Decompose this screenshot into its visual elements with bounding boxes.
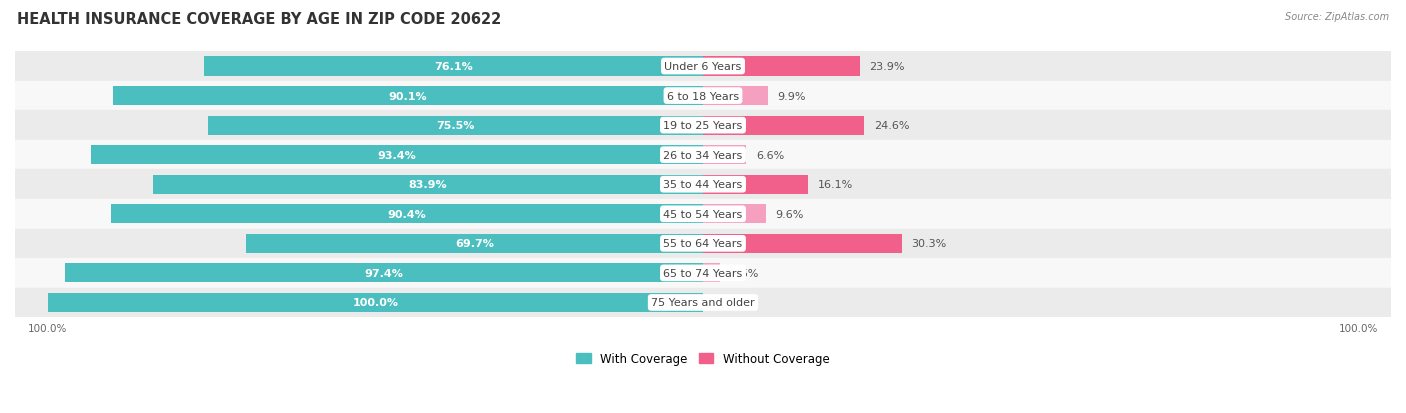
Text: 83.9%: 83.9% — [409, 180, 447, 190]
Bar — [703, 234, 901, 253]
Bar — [204, 57, 703, 76]
Bar — [703, 175, 808, 195]
Text: 23.9%: 23.9% — [869, 62, 905, 72]
Bar — [65, 263, 703, 283]
Text: 97.4%: 97.4% — [364, 268, 404, 278]
Text: 90.1%: 90.1% — [388, 91, 427, 101]
Text: 65 to 74 Years: 65 to 74 Years — [664, 268, 742, 278]
Bar — [703, 87, 768, 106]
Bar — [48, 293, 703, 312]
Bar — [15, 288, 1391, 318]
Bar — [208, 116, 703, 135]
Bar — [91, 146, 703, 165]
Text: 69.7%: 69.7% — [456, 239, 494, 249]
Bar — [703, 57, 859, 76]
Bar — [15, 82, 1391, 111]
Text: 26 to 34 Years: 26 to 34 Years — [664, 150, 742, 160]
Text: 30.3%: 30.3% — [911, 239, 946, 249]
Bar — [15, 229, 1391, 259]
Text: 90.4%: 90.4% — [388, 209, 426, 219]
Bar — [15, 199, 1391, 229]
Bar — [703, 205, 766, 224]
Text: 9.6%: 9.6% — [776, 209, 804, 219]
Bar — [153, 175, 703, 195]
Text: 6.6%: 6.6% — [756, 150, 785, 160]
Text: 75.5%: 75.5% — [436, 121, 475, 131]
Text: Under 6 Years: Under 6 Years — [665, 62, 741, 72]
Text: 75 Years and older: 75 Years and older — [651, 298, 755, 308]
Text: 19 to 25 Years: 19 to 25 Years — [664, 121, 742, 131]
Text: 55 to 64 Years: 55 to 64 Years — [664, 239, 742, 249]
Text: 76.1%: 76.1% — [434, 62, 472, 72]
Bar — [15, 170, 1391, 199]
Text: 45 to 54 Years: 45 to 54 Years — [664, 209, 742, 219]
Bar — [246, 234, 703, 253]
Text: HEALTH INSURANCE COVERAGE BY AGE IN ZIP CODE 20622: HEALTH INSURANCE COVERAGE BY AGE IN ZIP … — [17, 12, 501, 27]
Bar — [15, 140, 1391, 170]
Text: 100.0%: 100.0% — [353, 298, 398, 308]
Text: 16.1%: 16.1% — [818, 180, 853, 190]
Text: 9.9%: 9.9% — [778, 91, 806, 101]
Bar — [15, 259, 1391, 288]
Bar — [703, 146, 747, 165]
Text: 93.4%: 93.4% — [378, 150, 416, 160]
Bar — [112, 87, 703, 106]
Bar — [703, 263, 720, 283]
Text: 24.6%: 24.6% — [875, 121, 910, 131]
Bar — [111, 205, 703, 224]
Text: 6 to 18 Years: 6 to 18 Years — [666, 91, 740, 101]
Text: 2.6%: 2.6% — [730, 268, 758, 278]
Text: 35 to 44 Years: 35 to 44 Years — [664, 180, 742, 190]
Bar — [15, 111, 1391, 140]
Legend: With Coverage, Without Coverage: With Coverage, Without Coverage — [572, 347, 834, 370]
Text: Source: ZipAtlas.com: Source: ZipAtlas.com — [1285, 12, 1389, 22]
Bar — [15, 52, 1391, 82]
Bar — [703, 116, 865, 135]
Text: 0.0%: 0.0% — [713, 298, 741, 308]
